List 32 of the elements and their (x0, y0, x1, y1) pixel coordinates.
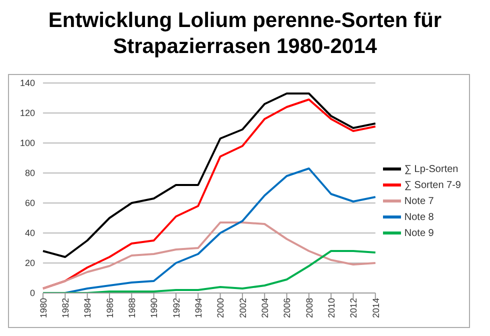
legend-label: Note 9 (404, 228, 434, 238)
x-tick-label: 1980 (38, 298, 48, 318)
x-tick-label: 2012 (348, 298, 359, 318)
y-tick-label: 0 (30, 288, 35, 298)
legend-label: ∑ Sorten 7-9 (404, 180, 461, 190)
x-tick-label: 2014 (370, 298, 381, 318)
x-tick-label: 1984 (82, 298, 93, 318)
y-tick-label: 120 (20, 108, 35, 118)
legend-label: Note 7 (404, 196, 434, 206)
x-tick-label: 2010 (326, 298, 336, 318)
x-tick-label: 1990 (149, 298, 160, 318)
legend-label: ∑ Lp-Sorten (404, 164, 458, 174)
chart-title: Entwicklung Lolium perenne-Sorten für Strapazierrasen 1980-2014 (47, 8, 443, 60)
x-tick-label: 2002 (238, 298, 248, 318)
x-tick-label: 1994 (194, 298, 204, 318)
y-tick-label: 40 (24, 228, 35, 238)
x-tick-label: 2004 (260, 298, 270, 318)
x-tick-label: 2000 (216, 298, 226, 318)
line-series (42, 92, 376, 258)
y-tick-label: 100 (20, 138, 35, 148)
x-tick-label: 1986 (104, 298, 115, 318)
y-tick-label: 20 (24, 258, 35, 268)
x-tick-label: 2006 (282, 298, 292, 318)
x-tick-label: 2008 (304, 298, 314, 318)
x-tick-label: 1992 (171, 298, 182, 318)
line-series (42, 222, 376, 290)
y-tick-label: 140 (20, 78, 35, 88)
y-tick-label: 80 (24, 168, 35, 178)
x-tick-label: 1982 (60, 298, 71, 318)
y-tick-label: 60 (24, 198, 35, 208)
x-tick-label: 1988 (127, 298, 138, 318)
legend-label: Note 8 (404, 212, 434, 222)
